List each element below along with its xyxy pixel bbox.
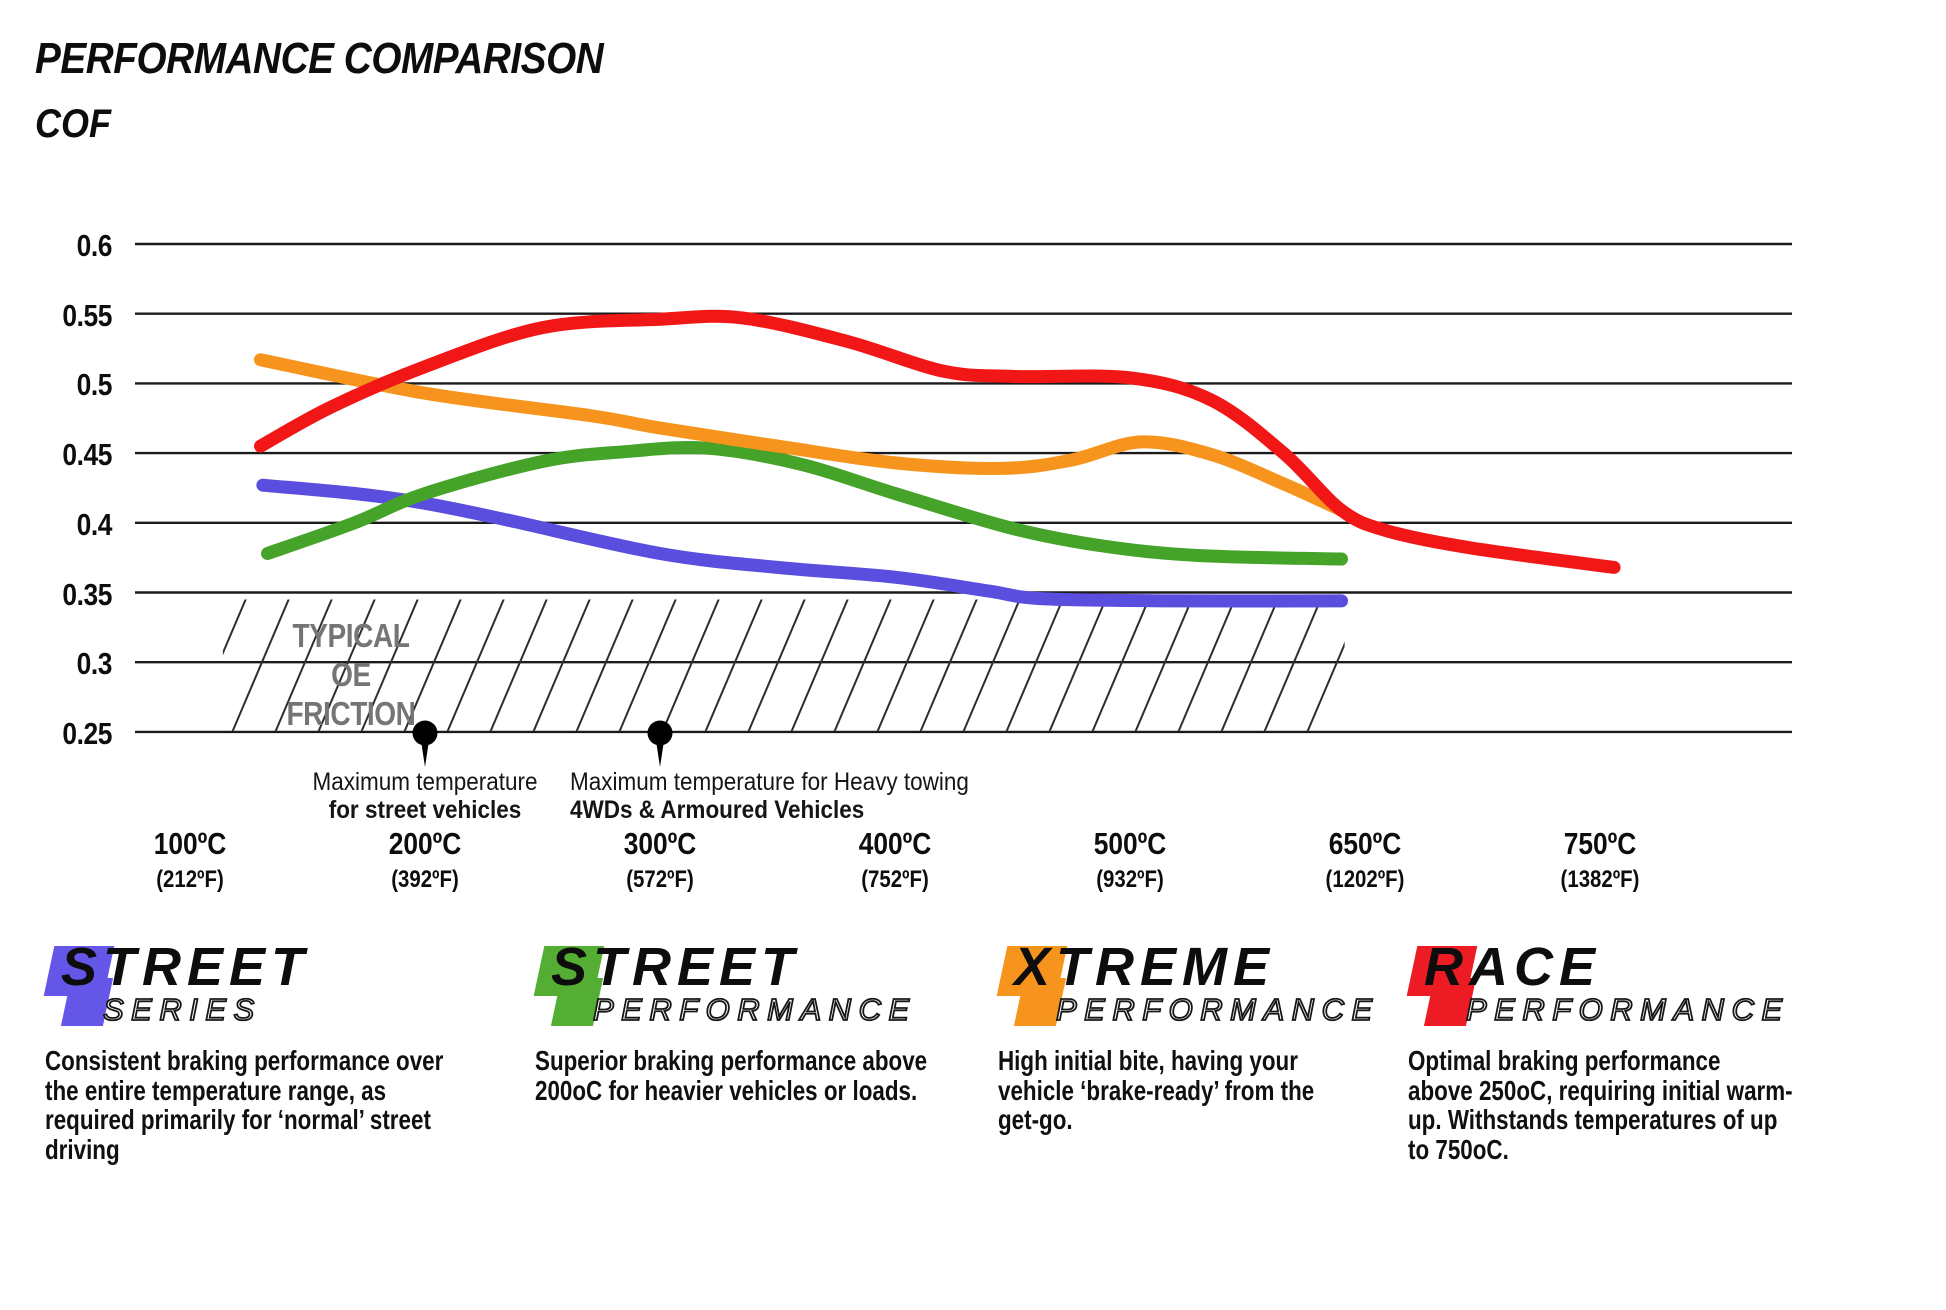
- logo-street-performance: STREET PERFORMANCE: [533, 937, 965, 1028]
- x-tick-label: 100ºC (212ºF): [97, 826, 284, 894]
- series-line-xtreme-performance: [254, 353, 1348, 517]
- legend-description: High initial bite, having your vehicle ‘…: [998, 1045, 1315, 1135]
- x-tick-fahrenheit: (932ºF): [1096, 866, 1164, 893]
- annotation-line: 4WDs & Armoured Vehicles: [570, 796, 865, 824]
- logo-word-primary: XTREME: [1014, 937, 1276, 997]
- max-temp-marker-dot: [647, 720, 673, 746]
- logo-word-primary: RACE: [1424, 937, 1602, 997]
- logo-word-primary: STREET: [61, 937, 311, 997]
- legend-item-street-series: STREET SERIES Consistent braking performan…: [43, 937, 543, 1165]
- logo-xtreme-performance: XTREME PERFORMANCE: [996, 937, 1428, 1028]
- x-tick-label: 300ºC (572ºF): [567, 826, 754, 894]
- x-tick-label: 500ºC (932ºF): [1037, 826, 1224, 894]
- series-line-street-performance: [261, 441, 1348, 566]
- annotation-line: Maximum temperature for Heavy towing: [570, 768, 969, 796]
- max-temp-marker-stem: [656, 744, 664, 767]
- oe-friction-band: [222, 599, 1345, 731]
- x-tick-celsius: 650ºC: [1328, 826, 1402, 861]
- annotation-line: Maximum temperature: [312, 768, 538, 796]
- y-tick-label: 0.5: [76, 367, 113, 403]
- x-tick-celsius: 400ºC: [858, 826, 932, 861]
- max-temp-annotation: Maximum temperature for street vehicles: [236, 768, 614, 824]
- legend-item-street-performance: STREET PERFORMANCE Superior braking perfor…: [533, 937, 1025, 1106]
- x-tick-label: 750ºC (1382ºF): [1507, 826, 1694, 894]
- logo-street-series: STREET SERIES: [43, 937, 475, 1028]
- legend-description: Superior braking performance above 200oC…: [535, 1045, 928, 1106]
- y-tick-label: 0.25: [62, 715, 112, 751]
- logo-word-secondary: PERFORMANCE: [1465, 991, 1790, 1028]
- page-title: PERFORMANCE COMPARISON: [35, 34, 604, 83]
- oe-label-line2: FRICTION: [286, 695, 416, 732]
- y-axis-title: COF: [35, 102, 111, 146]
- legend-description: Consistent braking performance over the …: [45, 1045, 444, 1165]
- y-tick-label: 0.45: [62, 437, 112, 473]
- x-tick-celsius: 500ºC: [1093, 826, 1167, 861]
- logo-race-performance: RACE PERFORMANCE: [1406, 937, 1838, 1028]
- max-temp-marker-stem: [421, 744, 429, 767]
- max-temp-annotation: Maximum temperature for Heavy towing 4WDs…: [570, 768, 969, 824]
- logo-word-secondary: SERIES: [102, 991, 262, 1028]
- y-tick-label: 0.6: [76, 228, 113, 263]
- legend-description: Optimal braking performance above 250oC,…: [1408, 1045, 1793, 1165]
- series-line-race-performance: [254, 309, 1621, 574]
- y-tick-label: 0.3: [76, 646, 113, 682]
- y-tick-label: 0.35: [62, 576, 112, 612]
- x-tick-celsius: 100ºC: [153, 826, 227, 861]
- legend-item-xtreme-performance: XTREME PERFORMANCE High initial bite, havi…: [996, 937, 1428, 1135]
- legend-item-race-performance: RACE PERFORMANCE Optimal braking performan…: [1406, 937, 1889, 1165]
- x-tick-label: 400ºC (752ºF): [802, 826, 989, 894]
- typical-oe-friction-label: TYPICAL OE FRICTION: [279, 616, 424, 733]
- x-tick-label: 650ºC (1202ºF): [1272, 826, 1459, 894]
- x-tick-fahrenheit: (572ºF): [626, 866, 694, 893]
- x-tick-fahrenheit: (1202ºF): [1325, 866, 1405, 893]
- x-tick-fahrenheit: (752ºF): [861, 866, 929, 893]
- y-tick-label: 0.4: [76, 506, 113, 542]
- logo-word-secondary: PERFORMANCE: [592, 991, 917, 1028]
- x-tick-celsius: 200ºC: [388, 826, 462, 861]
- x-tick-label: 200ºC (392ºF): [332, 826, 519, 894]
- x-tick-fahrenheit: (1382ºF): [1560, 866, 1640, 893]
- logo-word-primary: STREET: [551, 937, 801, 997]
- x-tick-fahrenheit: (392ºF): [391, 866, 459, 893]
- x-tick-fahrenheit: (212ºF): [156, 866, 224, 893]
- y-tick-label: 0.55: [62, 297, 112, 333]
- oe-label-line1: TYPICAL OE: [292, 617, 410, 693]
- logo-word-secondary: PERFORMANCE: [1055, 991, 1380, 1028]
- series-line-street-series: [256, 478, 1348, 608]
- x-tick-celsius: 750ºC: [1563, 826, 1637, 861]
- max-temp-marker-dot: [412, 720, 438, 746]
- annotation-line: for street vehicles: [328, 796, 522, 824]
- x-tick-celsius: 300ºC: [623, 826, 697, 861]
